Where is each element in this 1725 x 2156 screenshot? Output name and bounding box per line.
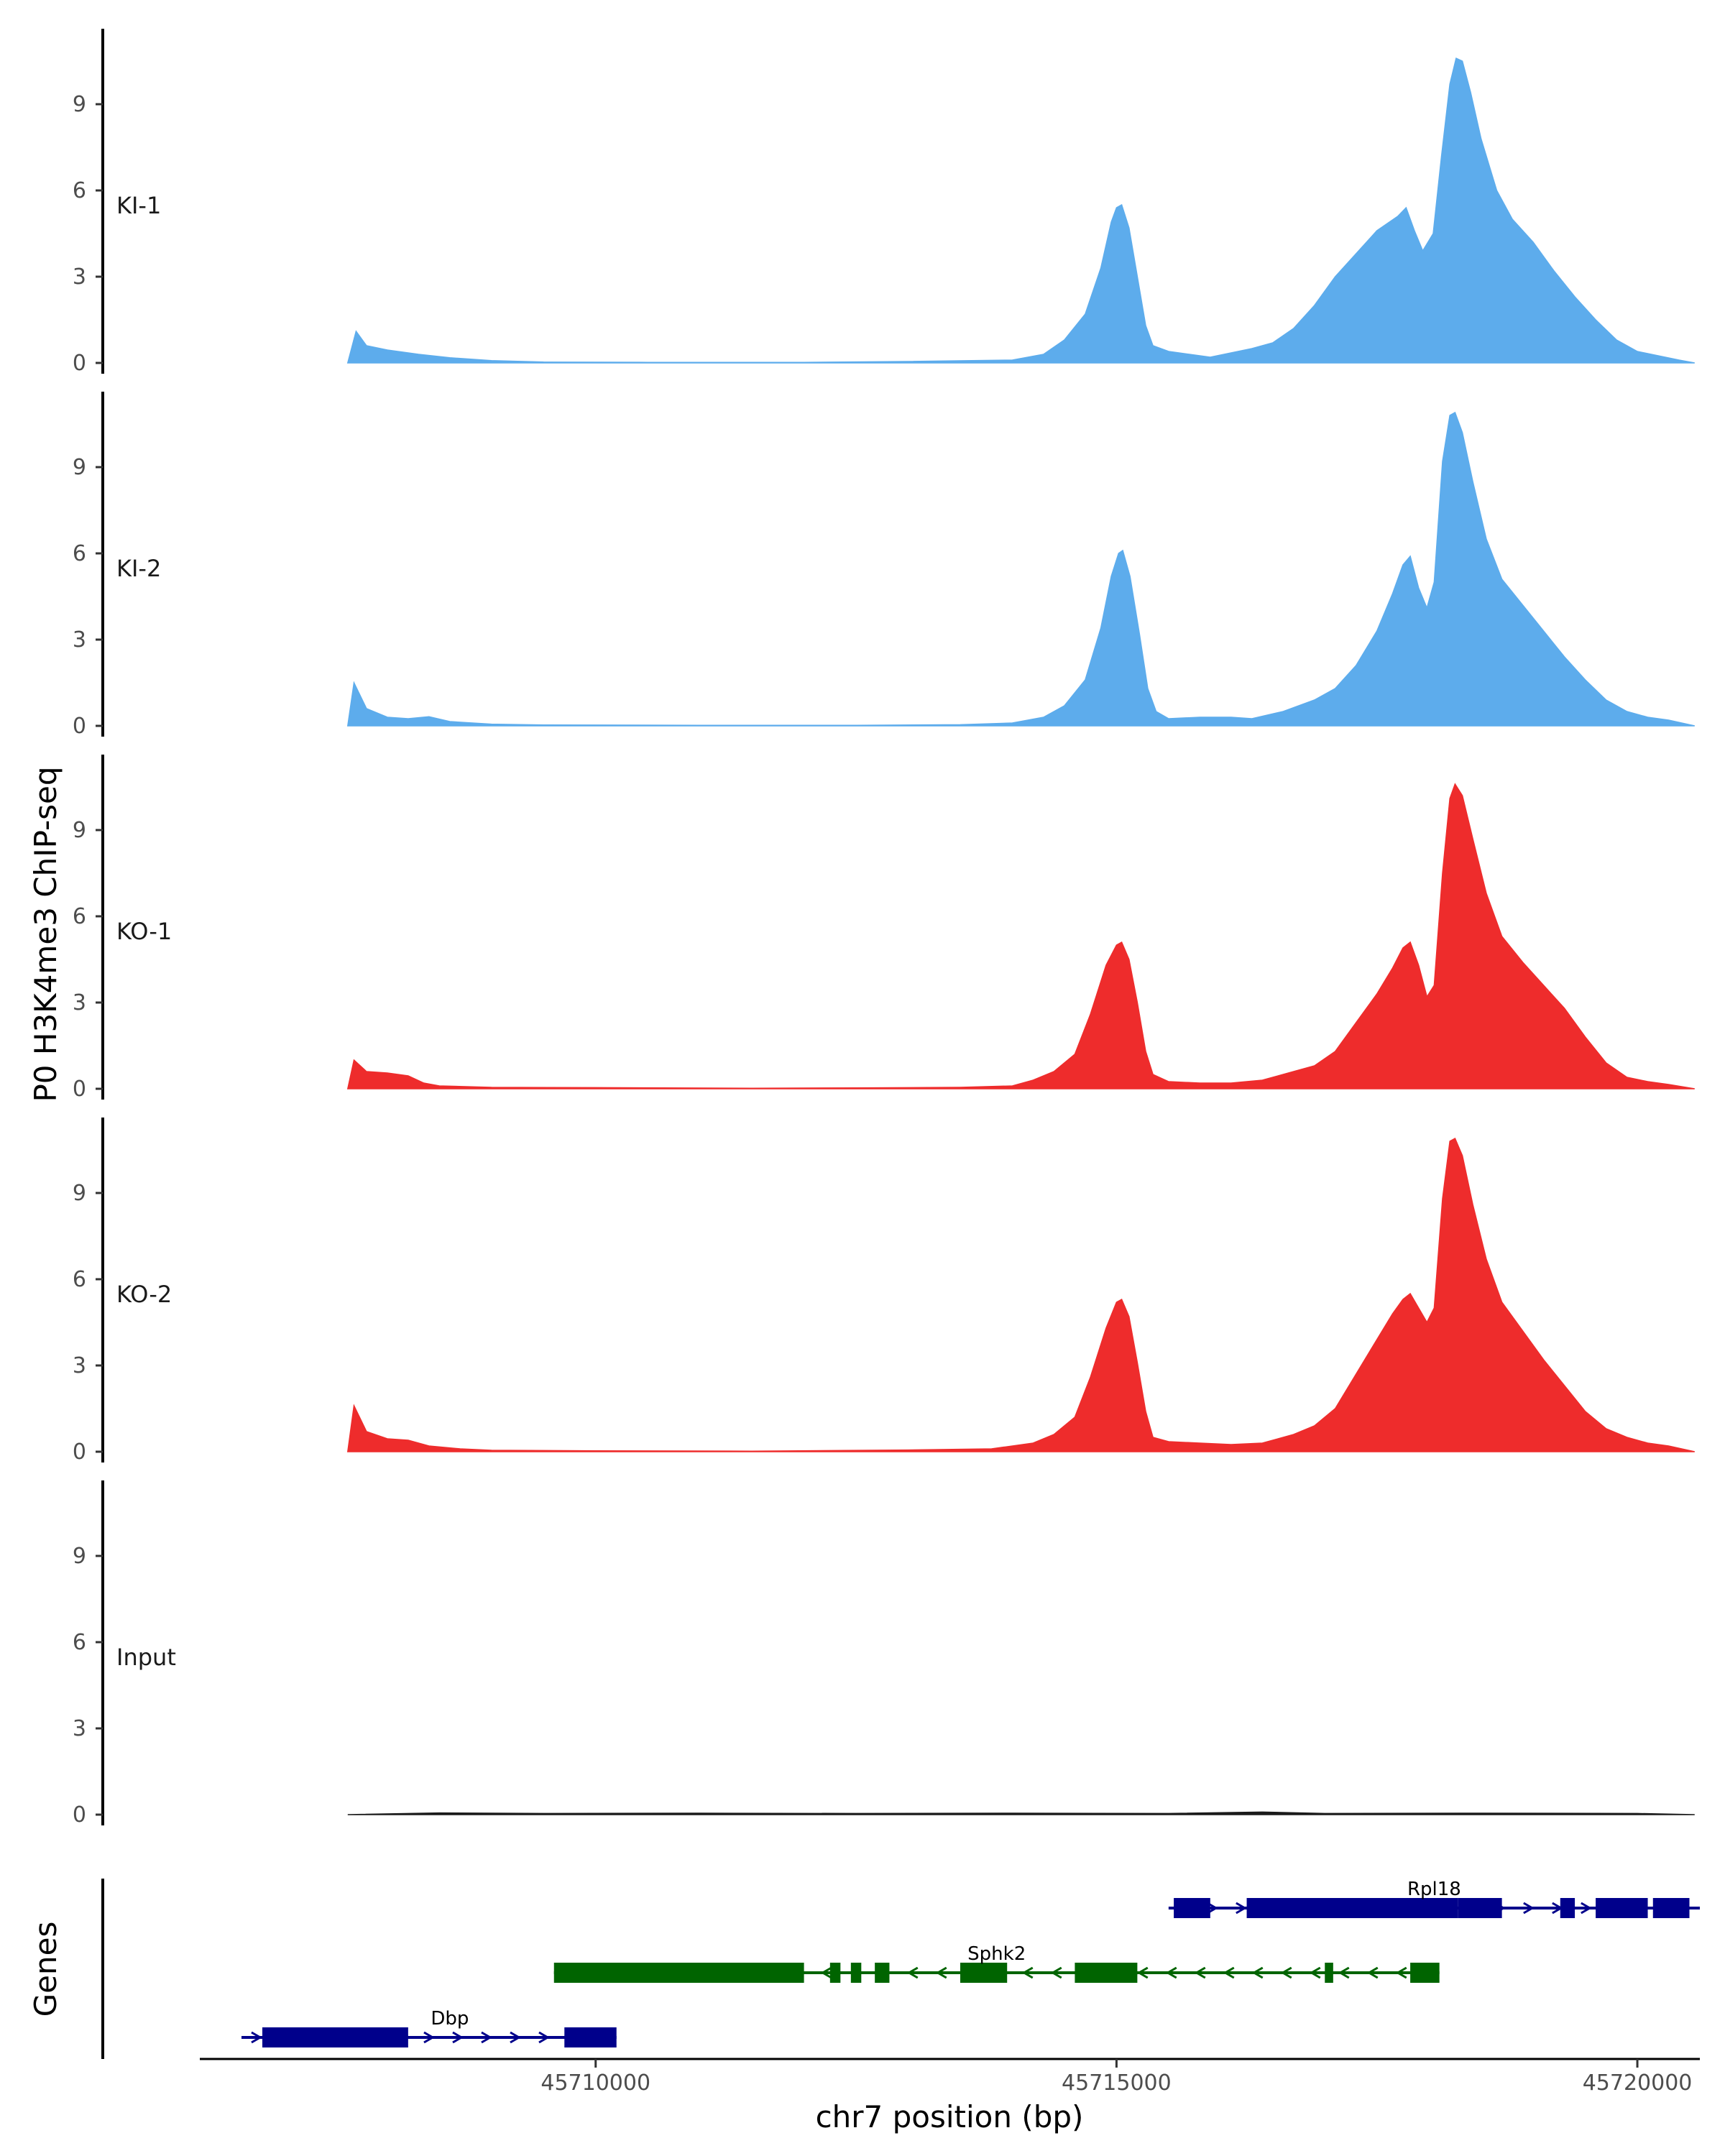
strand-arrow: [1338, 1966, 1350, 1979]
gene-exon: [1410, 1963, 1440, 1983]
track-ko-2: 0 3 6 9 KO-2: [73, 1118, 1695, 1465]
y-tick-label: 0: [73, 1077, 86, 1102]
y-tick-label: 6: [73, 541, 86, 566]
strand-arrow: [820, 1966, 832, 1979]
gene-exon: [564, 2027, 617, 2047]
strand-arrow: [423, 2031, 435, 2044]
strand-arrow: [1523, 1902, 1535, 1915]
strand-arrow: [1021, 1966, 1034, 1979]
signal-area-input: [347, 1811, 1695, 1815]
signal-area-ki-2: [346, 411, 1695, 727]
strand-arrow: [538, 2031, 550, 2044]
gene-exon: [1174, 1898, 1210, 1918]
strand-arrow: [935, 1966, 947, 1979]
track-label: KO-2: [116, 1281, 172, 1308]
y-tick-label: 9: [73, 818, 86, 843]
strand-arrow: [1236, 1902, 1247, 1915]
gene-exon: [1458, 1898, 1502, 1918]
x-tick-label: 45710000: [540, 2070, 650, 2096]
gene-dbp: Dbp: [241, 2008, 617, 2047]
y-tick-label: 6: [73, 904, 86, 929]
gene-label: Sphk2: [967, 1943, 1026, 1965]
y-tick-label: 6: [73, 1267, 86, 1292]
y-tick-label: 9: [73, 1181, 86, 1206]
strand-arrow: [1309, 1966, 1321, 1979]
track-ki-1: 0 3 6 9 KI-1: [73, 29, 1695, 376]
signal-area-ki-1: [346, 57, 1695, 364]
strand-arrow: [1194, 1966, 1206, 1979]
strand-arrow: [1136, 1966, 1149, 1979]
gene-exon: [1652, 1898, 1690, 1918]
gene-exon: [1246, 1898, 1458, 1918]
strand-arrow: [1395, 1966, 1407, 1979]
gene-exon: [1560, 1898, 1576, 1918]
strand-arrow: [481, 2031, 492, 2044]
signal-area-ko-1: [346, 783, 1695, 1089]
y-tick-label: 9: [73, 92, 86, 117]
y-tick-label: 3: [73, 990, 86, 1015]
x-tick-label: 45715000: [1062, 2070, 1172, 2096]
signal-area-ko-2: [346, 1137, 1695, 1452]
y-tick-label: 3: [73, 264, 86, 290]
gene-exon: [1325, 1963, 1333, 1983]
y-tick-label: 9: [73, 455, 86, 480]
y-tick-label: 0: [73, 714, 86, 739]
strand-arrow: [906, 1966, 919, 1979]
gene-label: Rpl18: [1407, 1879, 1461, 1900]
track-input: 0 3 6 9 Input: [73, 1480, 1695, 1828]
y-axis-title: P0 H3K4me3 ChIP-seq: [28, 766, 63, 1102]
gene-exon: [553, 1963, 804, 1983]
strand-arrow: [510, 2031, 521, 2044]
gene-label: Dbp: [431, 2008, 469, 2030]
track-label: KO-1: [116, 918, 172, 945]
gene-exon: [960, 1963, 1008, 1983]
y-tick-label: 6: [73, 1630, 86, 1655]
signal-tracks: 0 3 6 9 KI-1 0 3 6 9 KI-2 0 3 6 9 KO-1 0 3 6 9 KO-2 0 3 6 9 Inpu…: [73, 29, 1695, 1828]
track-label: KI-1: [116, 192, 161, 219]
y-tick-label: 9: [73, 1544, 86, 1569]
strand-arrow: [1223, 1966, 1235, 1979]
track-ki-2: 0 3 6 9 KI-2: [73, 392, 1695, 739]
y-tick-label: 3: [73, 1716, 86, 1741]
gene-exon: [1596, 1898, 1648, 1918]
gene-exon: [850, 1963, 862, 1983]
gene-exon: [1075, 1963, 1138, 1983]
x-axis: chr7 position (bp) 45710000 45715000 45720…: [200, 2058, 1700, 2134]
strand-arrow: [1207, 1902, 1218, 1915]
track-label: Input: [116, 1644, 176, 1671]
x-axis-title: chr7 position (bp): [816, 2099, 1084, 2134]
gene-exon: [829, 1963, 841, 1983]
strand-arrow: [452, 2031, 464, 2044]
genes-axis-title: Genes: [28, 1922, 63, 2017]
y-tick-label: 6: [73, 178, 86, 203]
strand-arrow: [1581, 1902, 1592, 1915]
strand-arrow: [251, 2031, 262, 2044]
gene-exon: [875, 1963, 890, 1983]
y-tick-label: 0: [73, 351, 86, 376]
strand-arrow: [1280, 1966, 1292, 1979]
strand-arrow: [1366, 1966, 1379, 1979]
y-tick-label: 3: [73, 1353, 86, 1378]
y-tick-label: 0: [73, 1802, 86, 1828]
y-tick-label: 3: [73, 627, 86, 653]
x-tick-label: 45720000: [1583, 2070, 1693, 2096]
genes-track: Genes Rpl18 Sphk2 Dbp: [28, 1879, 1700, 2059]
y-tick-label: 0: [73, 1439, 86, 1465]
gene-rpl18: Rpl18: [1168, 1879, 1700, 1918]
track-ko-1: 0 3 6 9 KO-1: [73, 755, 1695, 1102]
strand-arrow: [1251, 1966, 1264, 1979]
gene-exon: [262, 2027, 408, 2047]
gene-sphk2: Sphk2: [553, 1943, 1440, 1983]
strand-arrow: [1050, 1966, 1062, 1979]
track-label: KI-2: [116, 555, 161, 582]
strand-arrow: [1165, 1966, 1177, 1979]
